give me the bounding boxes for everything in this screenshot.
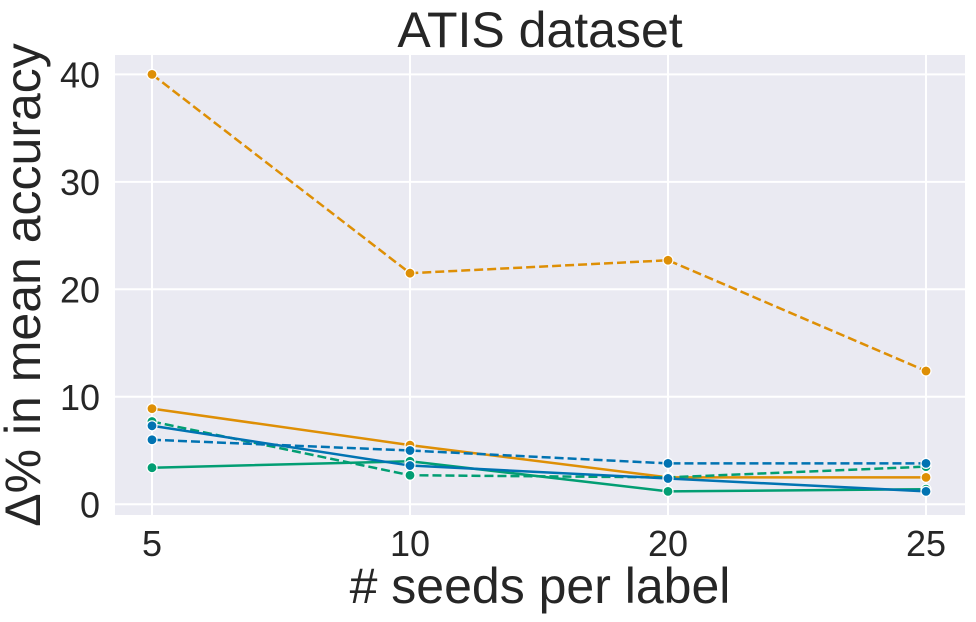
data-point	[921, 472, 931, 482]
y-tick-label: 0	[80, 484, 100, 525]
data-point	[663, 458, 673, 468]
data-point	[663, 486, 673, 496]
data-point	[405, 446, 415, 456]
data-point	[147, 69, 157, 79]
data-point	[663, 255, 673, 265]
x-tick-label: 5	[142, 523, 162, 564]
data-point	[921, 486, 931, 496]
x-axis-label: # seeds per label	[350, 558, 731, 614]
data-point	[147, 421, 157, 431]
plot-background	[115, 55, 965, 515]
data-point	[147, 435, 157, 445]
data-point	[921, 458, 931, 468]
y-tick-label: 20	[60, 269, 100, 310]
x-tick-label: 25	[906, 523, 946, 564]
y-axis-label: Δ% in mean accuracy	[0, 43, 51, 527]
data-point	[147, 404, 157, 414]
data-point	[405, 461, 415, 471]
data-point	[147, 463, 157, 473]
data-point	[405, 470, 415, 480]
chart-title: ATIS dataset	[397, 2, 682, 58]
data-point	[405, 268, 415, 278]
y-tick-label: 40	[60, 54, 100, 95]
data-point	[663, 473, 673, 483]
y-tick-label: 30	[60, 162, 100, 203]
y-tick-label: 10	[60, 377, 100, 418]
data-point	[921, 366, 931, 376]
